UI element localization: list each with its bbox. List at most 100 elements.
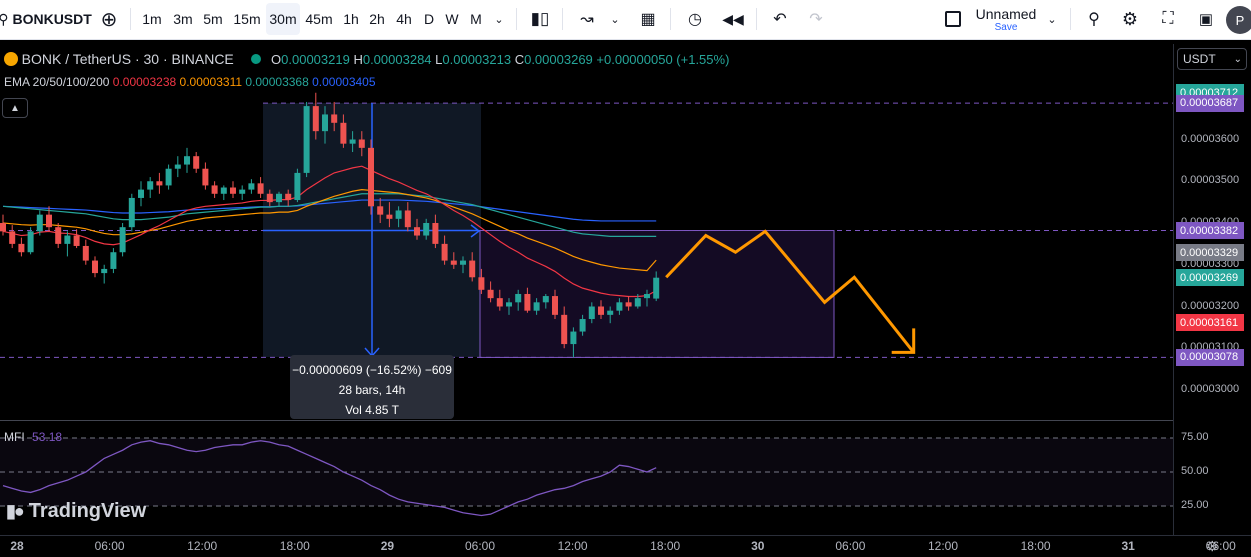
layout-checkbox-icon[interactable] [940,0,966,38]
replay-icon[interactable]: ◀◀ [722,10,744,27]
time-tick: 06:00 [464,539,496,553]
ema50-value: 0.00003311 [179,75,243,89]
timeframe-15m[interactable]: 15m [233,11,261,27]
ema100-value: 0.00003368 [245,75,309,89]
candle-body [552,296,558,315]
candle-body [450,260,457,265]
timeframe-2h[interactable]: 2h [369,11,385,27]
alert-icon[interactable]: ◷ [688,11,702,28]
candle-body [211,185,218,194]
templates-icon[interactable]: ▦ [640,11,656,28]
candle-body [441,243,448,261]
time-tick: 06:00 [835,539,866,553]
candle-body [404,210,411,228]
forecast-path [665,229,915,354]
time-tick: 06:00 [94,539,125,553]
timeframe-4h[interactable]: 4h [396,11,412,27]
measure-bars: 28 bars, 14h [338,383,406,397]
camera-icon[interactable]: ▣ [1198,11,1214,28]
candle-body [607,310,614,315]
candle-body [55,227,62,244]
arrow-right-icon [470,224,481,238]
symbol-search[interactable]: ⚲ BONKUSDT [0,0,92,38]
avatar[interactable]: P [1226,6,1251,34]
ema100-line [2,193,657,237]
candle-body [184,156,190,165]
timeframe-30m[interactable]: 30m [266,3,300,35]
ohlc-change: +0.00000050 (+1.55%) [596,52,730,67]
tradingview-logo[interactable]: ▮● TradingView [6,500,146,523]
time-axis[interactable] [0,535,1251,557]
candle-body [18,243,25,253]
currency-select[interactable]: USDT ⌄ [1177,48,1247,70]
pane-separator[interactable] [0,420,1173,421]
time-tick: 12:00 [557,539,588,553]
indicators-icon[interactable]: ↝ [580,11,594,28]
collapse-legend-button[interactable]: ▲ [2,98,28,118]
chart-header: BONK / TetherUS · 30 · BINANCE O0.000032… [4,51,729,67]
candle-body [285,193,292,201]
timeframe-D[interactable]: D [423,11,435,27]
timeframe-45m[interactable]: 45m [305,11,333,27]
timeframe-3m[interactable]: 3m [173,11,193,27]
mfi-tick: 25.00 [1181,499,1209,511]
ohlc-l: 0.00003213 [442,52,512,67]
candle-body [524,293,531,311]
timeframe-1m[interactable]: 1m [142,11,162,27]
candle-body [598,306,604,315]
timeframe-W[interactable]: W [445,11,459,27]
timeframe-5m[interactable]: 5m [203,11,223,27]
candle-body [138,189,144,198]
mfi-legend[interactable]: MFI 53.18 [4,430,62,444]
ohlc-h-label: H [353,52,363,67]
ema200-line [2,199,657,222]
time-tick: 31 [1121,539,1135,553]
candle-body [82,245,89,261]
candle-body [220,187,227,194]
ema50-line [2,188,657,272]
quick-search-icon[interactable]: ⚲ [1088,11,1100,28]
candles-icon[interactable]: ▮▯ [530,9,550,28]
measure-change: −0.00000609 (−16.52%) −609 [292,363,452,377]
undo-icon[interactable]: ↶ [773,11,787,28]
candle-body [414,227,420,236]
price-tick: 0.00003000 [1181,383,1240,395]
price-tick: 0.00003200 [1181,299,1240,312]
candle-body [478,277,485,290]
candle-body [165,168,172,186]
chevron-down-icon[interactable]: ⌄ [610,13,620,26]
candle-body [248,183,255,190]
timeframe-M[interactable]: M [470,11,482,27]
candle-body [377,206,384,215]
price-label: 0.00003382 [1176,222,1244,239]
candle-body [101,268,108,274]
mfi-label: MFI [4,430,25,444]
chevron-down-icon[interactable]: ⌄ [1047,13,1057,26]
settings-icon[interactable]: ⚙ [1206,538,1219,554]
time-tick: 06:00 [1205,539,1236,553]
ema-legend[interactable]: EMA 20/50/100/200 0.00003238 0.00003311 … [4,75,376,89]
candle-body [322,114,328,132]
candle-body [73,235,80,246]
settings-icon[interactable]: ⚙ [1121,8,1139,29]
ohlc-c-label: C [514,52,525,67]
timeframe-1h[interactable]: 1h [343,11,359,27]
chevron-down-icon[interactable]: ⌄ [494,13,504,26]
currency-label: USDT [1183,52,1216,66]
ema-label: EMA 20/50/100/200 [4,75,110,89]
redo-icon[interactable]: ↷ [809,11,823,28]
time-tick: 18:00 [279,539,310,553]
candle-body [110,252,117,269]
time-tick: 18:00 [1020,539,1051,553]
price-axis[interactable] [1173,44,1251,535]
layout-save[interactable]: Unnamed Save [972,0,1040,38]
ema20-value: 0.00003238 [112,75,177,89]
chart-title[interactable]: BONK / TetherUS · 30 · BINANCE [21,51,234,67]
candle-body [432,223,439,244]
candle-body [588,306,595,320]
candle-body [561,314,568,345]
forecast-arrowhead [891,328,916,354]
add-symbol-icon[interactable]: ⊕ [100,8,118,31]
fullscreen-icon[interactable]: ⛶ [1162,10,1174,27]
